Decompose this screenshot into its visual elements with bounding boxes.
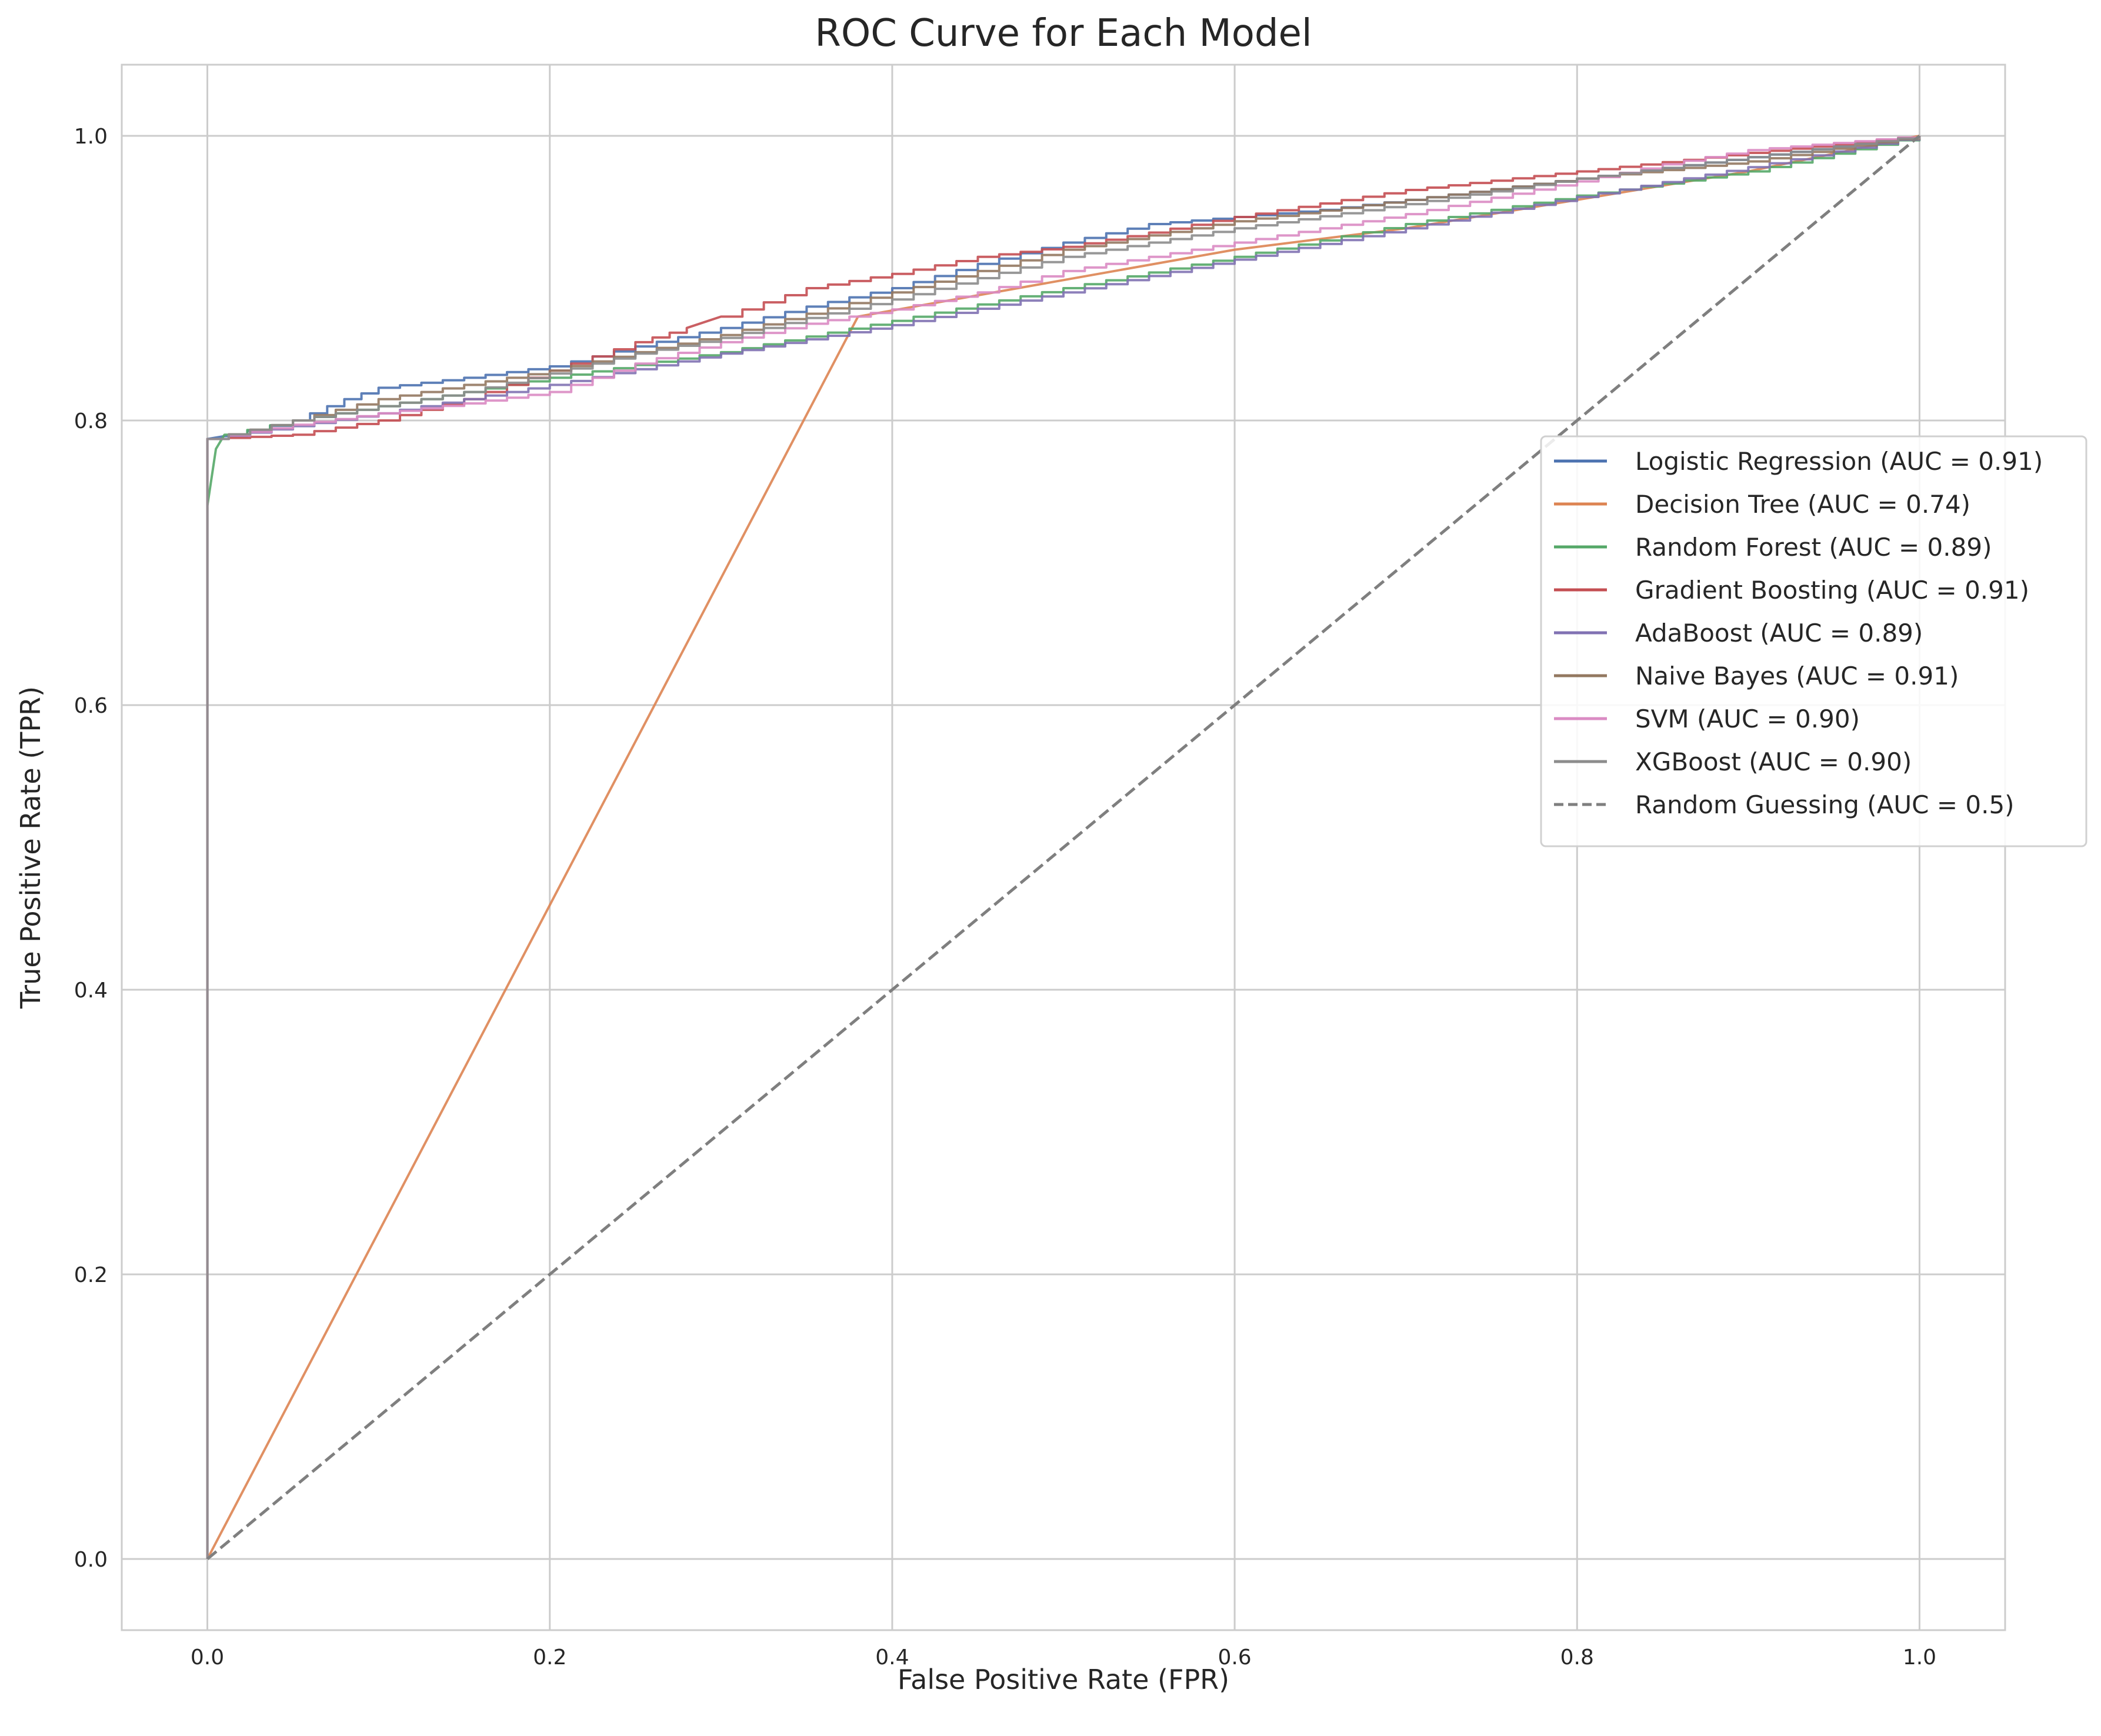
legend-label: AdaBoost (AUC = 0.89) [1635,619,1923,647]
legend-label: SVM (AUC = 0.90) [1635,705,1860,733]
series-line-9 [206,135,1921,1560]
legend-label: Logistic Regression (AUC = 0.91) [1635,447,2043,476]
legend-frame [1540,435,2087,847]
y-tick-label: 0.4 [74,979,108,1003]
y-tick-label: 0.8 [74,409,108,433]
legend-label: Naive Bayes (AUC = 0.91) [1635,662,1959,690]
plot-area: 0.0 0.2 0.4 0.6 0.8 1.0 0.0 0.2 0.4 0.6 0.8 1.0 [74,64,2006,1670]
y-tick-label: 0.6 [74,694,108,718]
series-line-8 [206,136,1921,1559]
x-tick-label: 0.8 [1560,1645,1594,1670]
y-axis-label: True Positive Rate (TPR) [15,686,46,1009]
series-lines [206,135,1921,1560]
y-tick-label: 0.0 [74,1548,108,1572]
legend-label: XGBoost (AUC = 0.90) [1635,747,1912,776]
legend-label: Decision Tree (AUC = 0.74) [1635,490,1970,519]
legend-label: Gradient Boosting (AUC = 0.91) [1635,576,2029,605]
x-tick-label: 0.6 [1218,1645,1251,1670]
x-tick-label: 0.0 [191,1645,224,1670]
axes-frame [121,64,2006,1631]
x-tick-label: 0.4 [875,1645,909,1670]
series-line-5 [206,136,1921,1559]
legend: Logistic Regression (AUC = 0.91) Decision… [1540,435,2087,847]
chart-title: ROC Curve for Each Model [815,12,1312,55]
tick-labels: 0.0 0.2 0.4 0.6 0.8 1.0 0.0 0.2 0.4 0.6 0.8 1.0 [74,125,1936,1670]
legend-label: Random Forest (AUC = 0.89) [1635,533,1992,562]
y-tick-label: 0.2 [74,1263,108,1287]
y-tick-label: 1.0 [74,125,108,149]
x-tick-label: 0.2 [533,1645,566,1670]
series-line-4 [206,136,1921,1559]
x-tick-label: 1.0 [1903,1645,1936,1670]
x-axis-label: False Positive Rate (FPR) [898,1664,1229,1695]
legend-label: Random Guessing (AUC = 0.5) [1635,790,2015,819]
